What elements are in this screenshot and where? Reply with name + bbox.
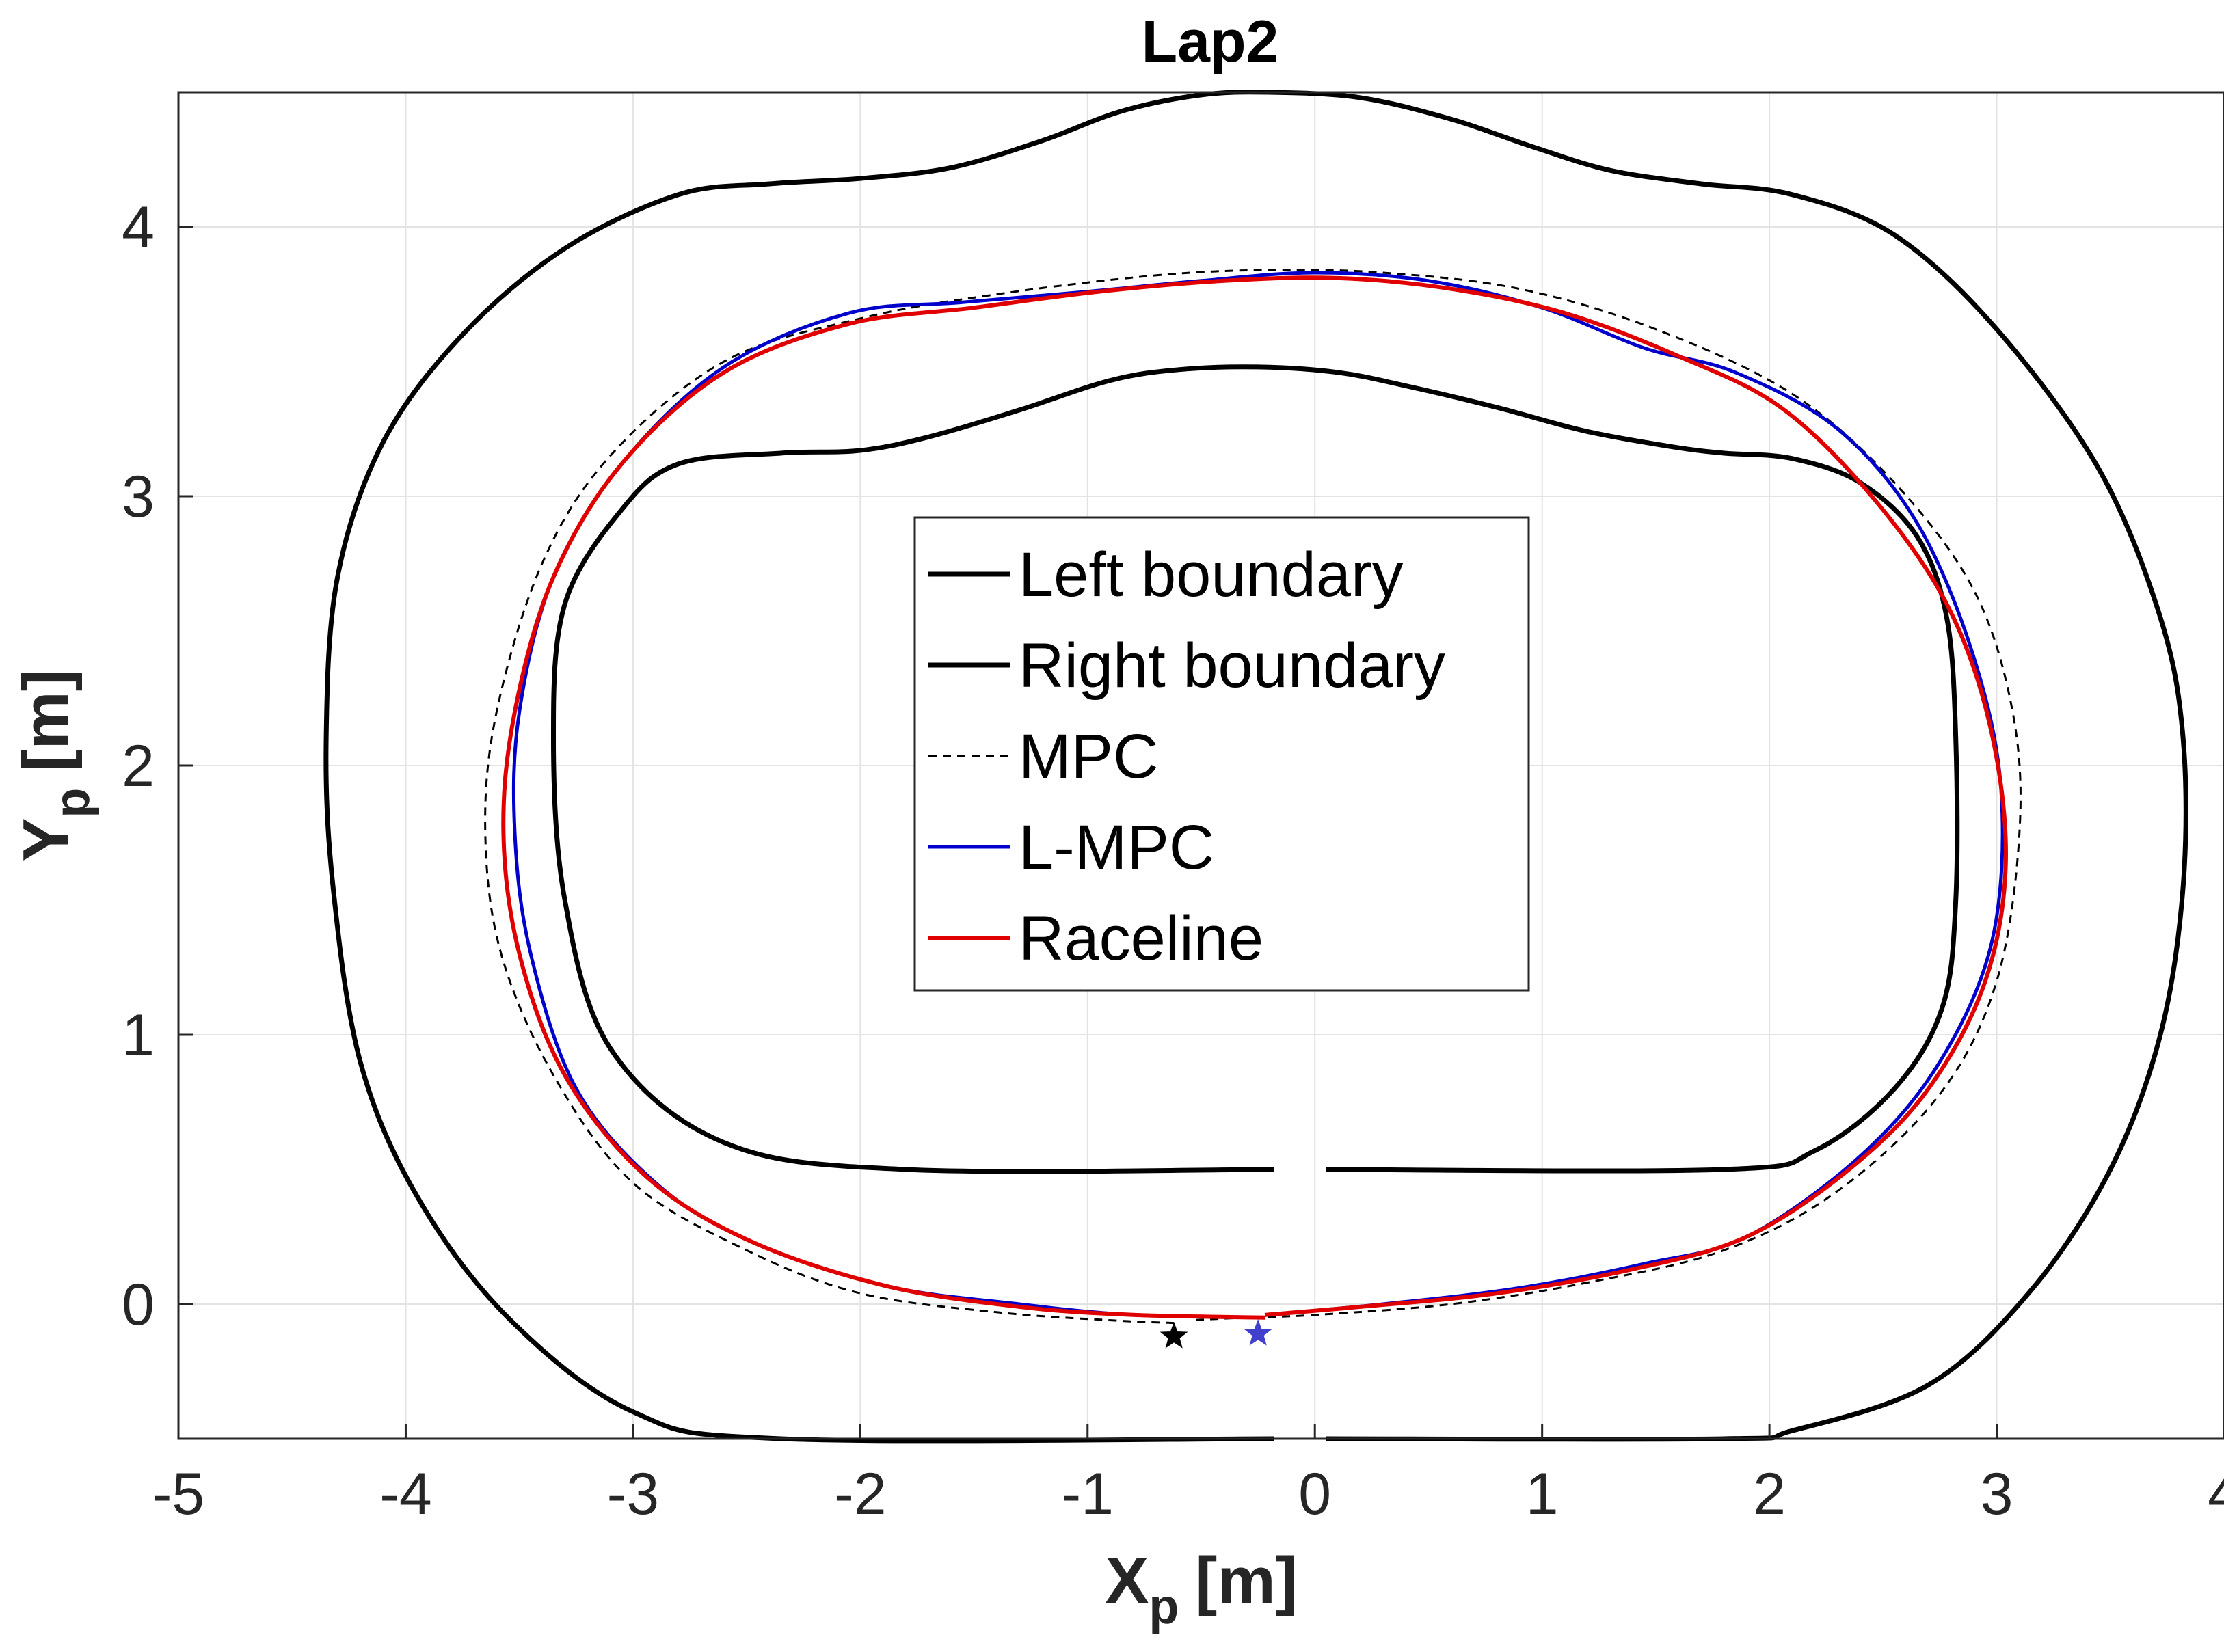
- marker-l-mpc-star: [1244, 1318, 1272, 1346]
- y-axis-label-main: Y: [10, 818, 83, 862]
- x-axis-label: Xp [m]: [1105, 1544, 1297, 1634]
- series-layer: [323, 90, 2188, 1444]
- x-tick-label: 0: [1298, 1461, 1331, 1527]
- y-axis-label-unit: [m]: [10, 669, 83, 771]
- y-tick-label: 3: [122, 464, 155, 530]
- legend-box: [913, 516, 1530, 992]
- x-tick-label: 4: [2208, 1461, 2224, 1527]
- y-tick-label: 0: [122, 1272, 155, 1338]
- series-left-boundary-line: [551, 364, 1960, 1174]
- legend-label-right-boundary: Right boundary: [1019, 631, 1445, 701]
- x-axis-label-sub: p: [1149, 1580, 1179, 1634]
- series-mpc-line: [484, 269, 2022, 1325]
- x-axis-label-main: X: [1105, 1544, 1149, 1617]
- x-tick-label: -5: [152, 1461, 204, 1527]
- x-axis-label-unit: [m]: [1195, 1544, 1297, 1617]
- grid: [178, 92, 2224, 1439]
- legend: Left boundary Right boundary MPC L-MPC Racel…: [913, 516, 1530, 992]
- legend-label-raceline: Raceline: [1019, 904, 1263, 973]
- marker-mpc-star: [1160, 1321, 1188, 1349]
- x-tick-label: -3: [607, 1461, 659, 1527]
- x-tick-label: -2: [834, 1461, 886, 1527]
- x-tick-label: -1: [1062, 1461, 1114, 1527]
- x-tick-label: -4: [379, 1461, 431, 1527]
- x-tick-label: 1: [1526, 1461, 1559, 1527]
- legend-label-l-mpc: L-MPC: [1019, 813, 1214, 882]
- y-tick-label: 2: [122, 733, 155, 799]
- axis-ticks: -5 -4 -3 -2 -1 0 1 2 3 4 0 1 2 3 4: [122, 195, 2224, 1527]
- x-tick-label: 3: [1981, 1461, 2013, 1527]
- x-tick-label: 2: [1753, 1461, 1786, 1527]
- legend-label-mpc: MPC: [1019, 722, 1158, 791]
- y-axis-label-sub: p: [45, 788, 100, 818]
- series-raceline-line: [501, 275, 2008, 1320]
- chart-title: Lap2: [1142, 9, 1279, 75]
- y-tick-label: 4: [122, 195, 155, 260]
- legend-label-left-boundary: Left boundary: [1019, 540, 1404, 610]
- y-tick-label: 1: [122, 1003, 155, 1068]
- y-axis-label: Yp [m]: [10, 669, 100, 861]
